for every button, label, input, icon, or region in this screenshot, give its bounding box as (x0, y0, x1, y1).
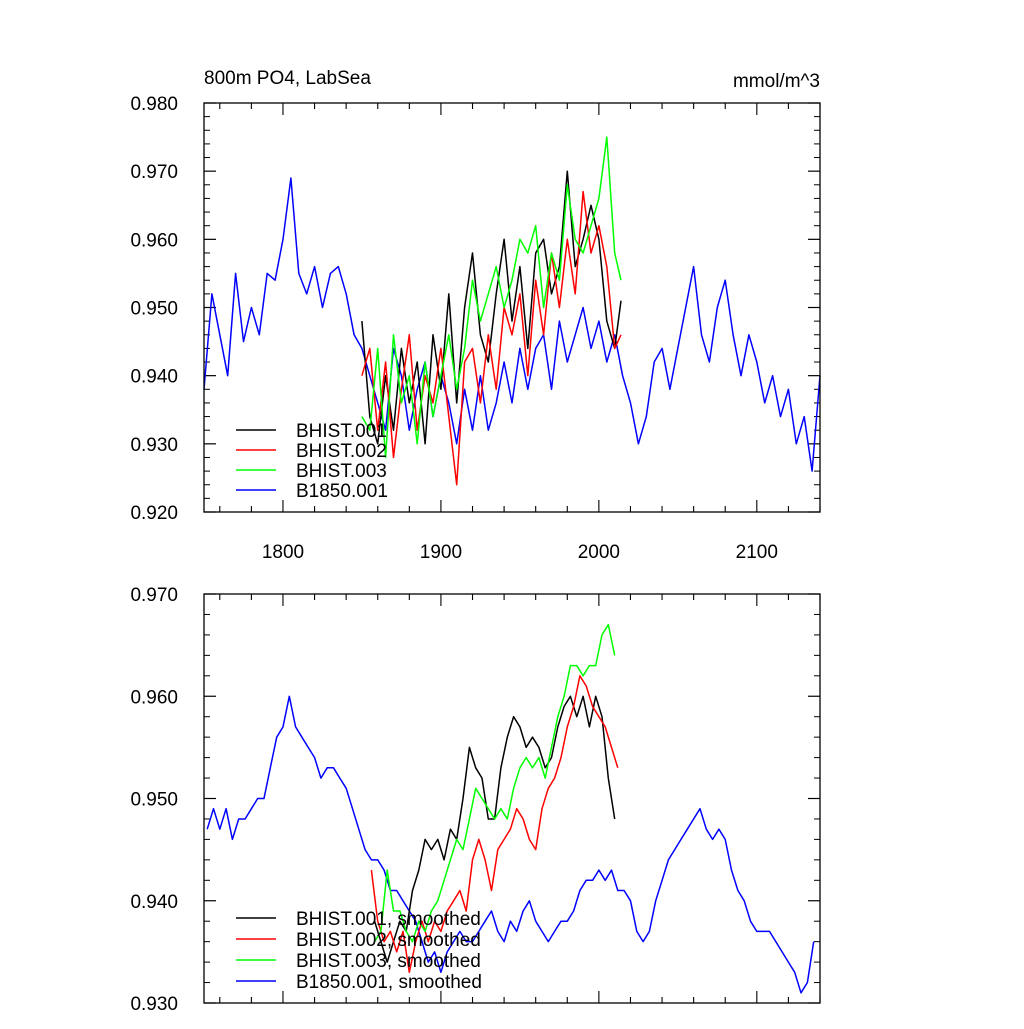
x-tick-labels: 1800 1900 2000 2100 (262, 542, 778, 563)
series-line-bhist-002 (361, 190, 622, 486)
legend-label: BHIST.001, smoothed (296, 909, 481, 930)
chart-units: mmol/m^3 (733, 71, 820, 92)
series-line-b1850-001 (203, 177, 821, 472)
series-lines (206, 623, 815, 994)
y-tick-label: 0.920 (130, 503, 178, 524)
y-tick-label: 0.930 (130, 435, 178, 456)
y-tick-label: 0.970 (130, 585, 178, 606)
legend-label: BHIST.001 (296, 421, 387, 442)
y-tick-label: 0.960 (130, 687, 178, 708)
legend-label: BHIST.002, smoothed (296, 930, 481, 951)
x-tick-label: 2100 (736, 542, 778, 563)
series-line-bhist-003-smoothed (373, 623, 616, 943)
panel-bottom: 0.930 0.940 0.950 0.960 0.970 BHIST.001, smo… (130, 585, 821, 1015)
legend-label: B1850.001, smoothed (296, 972, 482, 993)
plot-frame (203, 102, 821, 513)
y-tick-label: 0.930 (130, 994, 178, 1015)
series-lines (203, 136, 821, 486)
y-tick-label: 0.970 (130, 162, 178, 183)
y-tick-label: 0.940 (130, 892, 178, 913)
series-line-bhist-003 (361, 136, 622, 459)
x-tick-label: 2000 (578, 542, 620, 563)
panel-top: 800m PO4, LabSea mmol/m^3 0.920 0.930 0.94… (130, 68, 821, 563)
y-tick-labels: 0.930 0.940 0.950 0.960 0.970 (130, 585, 178, 1015)
plot-frame (203, 593, 821, 1004)
legend-label: B1850.001 (296, 481, 388, 502)
x-tick-label: 1900 (420, 542, 462, 563)
y-tick-label: 0.960 (130, 230, 178, 251)
y-tick-label: 0.940 (130, 367, 178, 388)
series-line-b1850-001-smoothed (206, 695, 815, 994)
series-line-bhist-001 (361, 170, 622, 445)
x-tick-label: 1800 (262, 542, 304, 563)
legend-label: BHIST.003 (296, 461, 387, 482)
y-tick-label: 0.950 (130, 790, 178, 811)
y-tick-labels: 0.920 0.930 0.940 0.950 0.960 0.970 0.980 (130, 94, 178, 524)
y-tick-label: 0.980 (130, 94, 178, 115)
series-line-bhist-002-smoothed (370, 675, 619, 974)
legend-label: BHIST.003, smoothed (296, 951, 481, 972)
legend-label: BHIST.002 (296, 441, 387, 462)
y-tick-label: 0.950 (130, 299, 178, 320)
chart-title: 800m PO4, LabSea (204, 68, 371, 89)
